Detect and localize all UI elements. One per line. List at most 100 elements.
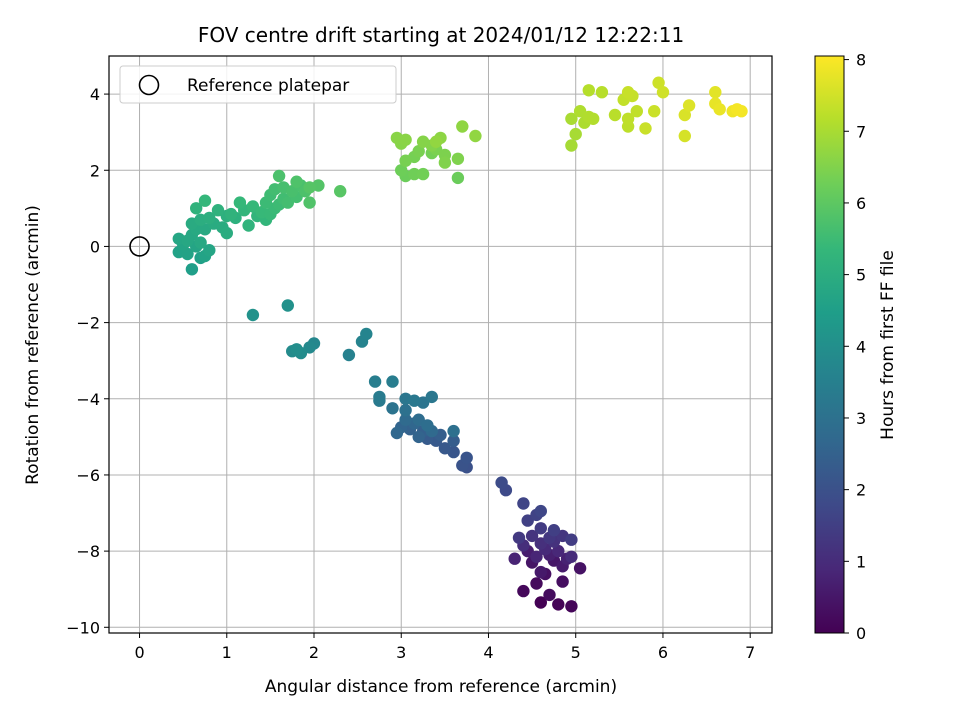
data-point [565,139,578,152]
data-point [408,394,421,407]
data-point [512,531,526,544]
data-point [713,103,726,116]
colorbar-label: Hours from first FF file [878,250,898,440]
data-point [281,299,294,312]
data-point [569,127,582,141]
data-point [543,588,556,602]
data-point [416,135,430,148]
data-point [373,390,386,404]
x-tick-label: 7 [745,643,755,662]
y-tick-label: 2 [90,161,100,180]
x-axis-ticks: 0 1 2 3 4 5 6 7 [134,633,755,662]
x-axis-label: Angular distance from reference (arcmin) [265,677,617,697]
y-tick-label: −8 [76,542,100,561]
data-point [730,103,744,116]
colorbar-tick-label: 5 [856,266,866,285]
data-point [203,244,216,257]
data-point [709,86,722,99]
data-point [565,550,578,563]
y-tick-label: −6 [76,466,100,485]
data-point [582,84,595,97]
data-point [290,175,303,188]
data-point [608,108,622,122]
y-tick-label: 4 [90,85,100,104]
colorbar-tick-label: 1 [856,552,866,571]
data-point [621,86,635,99]
colorbar-tick-label: 4 [856,337,866,356]
data-point [573,562,587,575]
x-tick-label: 5 [571,643,581,662]
data-point [386,402,399,415]
data-point [198,194,212,207]
y-tick-label: −10 [66,618,100,637]
data-point [639,122,652,135]
data-point [412,145,425,158]
chart-title: FOV centre drift starting at 2024/01/12 … [198,23,684,47]
data-point [534,596,547,609]
data-point [530,577,543,590]
data-point [552,598,565,611]
data-point [181,247,194,261]
legend-marker-reference [138,74,160,96]
data-point [530,550,543,563]
data-point [534,522,547,535]
data-point [648,105,661,118]
data-point [408,167,421,181]
colorbar-tick-label: 8 [856,51,866,70]
data-point [556,575,569,588]
data-point [495,476,508,489]
data-point [399,154,412,167]
data-point [678,129,691,143]
data-point [521,514,534,527]
data-point [412,430,425,444]
data-point [390,426,404,440]
data-point [451,171,465,185]
grid-lines [109,56,772,633]
x-tick-label: 6 [658,643,668,662]
data-point [203,211,216,225]
data-point [242,219,255,232]
data-point [303,181,316,194]
data-point [508,552,521,565]
colorbar-ticks: 0 1 2 3 4 5 6 7 8 [844,51,866,643]
data-point [220,226,233,240]
data-point [399,413,412,426]
data-point [281,196,294,209]
colorbar-tick-label: 0 [856,624,866,643]
data-point [595,86,609,99]
data-point [386,375,399,388]
data-point [451,152,465,165]
data-point [425,390,438,404]
data-point [334,185,347,198]
data-point [517,497,530,510]
data-point [565,112,578,126]
data-point [469,129,482,143]
plot-frame [108,55,773,634]
x-tick-label: 2 [309,643,319,662]
data-point [456,120,469,133]
data-point [416,167,430,181]
data-point [194,236,207,249]
data-point [399,404,412,417]
legend-label-reference: Reference platepar [187,76,349,96]
data-point [224,207,238,221]
data-point [565,533,578,546]
data-point [272,169,286,183]
data-point [678,108,691,122]
data-point [552,544,565,558]
data-point [517,584,530,598]
y-tick-label: −4 [76,390,100,409]
data-point [303,196,316,209]
data-point [587,112,600,126]
x-tick-label: 0 [134,643,144,662]
data-point [421,419,434,432]
colorbar [814,55,845,634]
data-point [565,600,578,613]
colorbar-tick-label: 3 [856,409,866,428]
x-tick-label: 1 [222,643,232,662]
data-point [656,86,670,99]
data-point [525,529,539,543]
x-tick-label: 4 [483,643,493,662]
data-point [185,263,199,276]
